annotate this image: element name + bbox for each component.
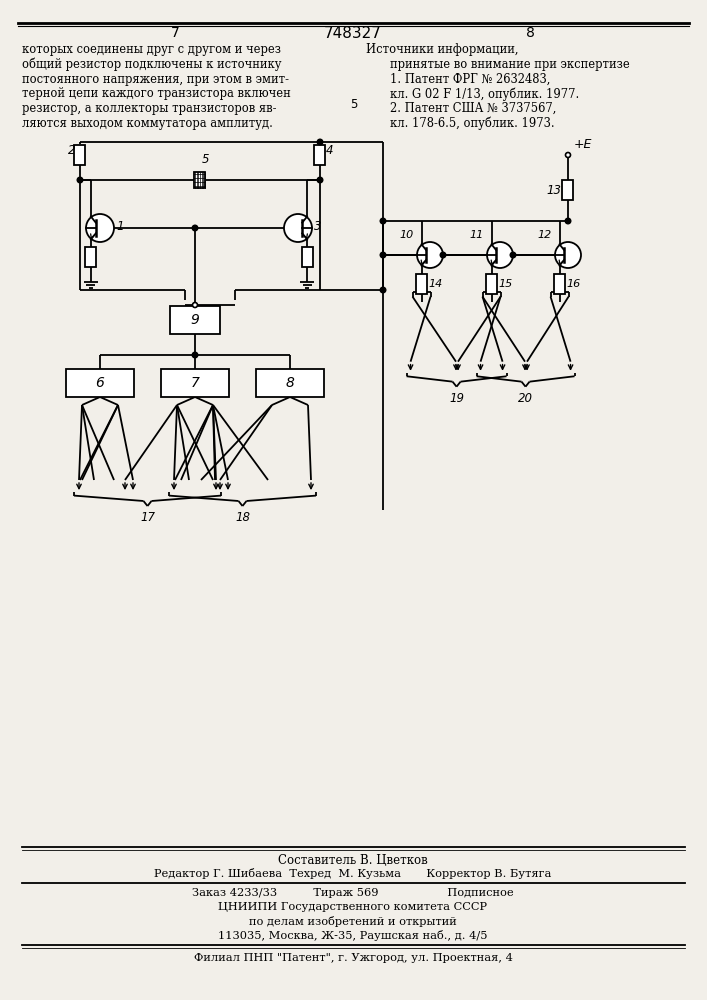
Text: 3: 3 — [314, 220, 322, 232]
Text: 16: 16 — [566, 279, 580, 289]
Text: 8: 8 — [286, 376, 294, 390]
Circle shape — [192, 302, 197, 308]
Text: Источники информации,: Источники информации, — [366, 43, 518, 56]
Text: 11: 11 — [469, 230, 484, 240]
Text: 5: 5 — [202, 153, 209, 166]
Text: 9: 9 — [191, 313, 199, 327]
Text: терной цепи каждого транзистора включен: терной цепи каждого транзистора включен — [22, 87, 291, 100]
Text: 2: 2 — [67, 144, 75, 157]
Text: 1: 1 — [116, 220, 124, 232]
Text: резистор, а коллекторы транзисторов яв-: резистор, а коллекторы транзисторов яв- — [22, 102, 276, 115]
Bar — [66, 369, 134, 397]
Bar — [554, 274, 565, 294]
Text: общий резистор подключены к источнику: общий резистор подключены к источнику — [22, 58, 281, 71]
Circle shape — [380, 287, 386, 293]
Text: 6: 6 — [95, 376, 105, 390]
Text: постоянного напряжения, при этом в эмит-: постоянного напряжения, при этом в эмит- — [22, 73, 289, 86]
Text: 15: 15 — [498, 279, 513, 289]
Circle shape — [192, 225, 198, 231]
Text: принятые во внимание при экспертизе: принятые во внимание при экспертизе — [390, 58, 630, 71]
Circle shape — [86, 214, 114, 242]
Text: 4: 4 — [326, 144, 334, 157]
Bar — [256, 369, 324, 397]
Text: 14: 14 — [428, 279, 443, 289]
Circle shape — [317, 139, 323, 145]
Text: 18: 18 — [235, 511, 250, 524]
Text: 13: 13 — [546, 184, 561, 196]
Text: по делам изобретений и открытий: по делам изобретений и открытий — [249, 916, 457, 927]
Text: 1. Патент ФРГ № 2632483,: 1. Патент ФРГ № 2632483, — [390, 73, 550, 86]
Text: кл. G 02 F 1/13, опублик. 1977.: кл. G 02 F 1/13, опублик. 1977. — [390, 87, 579, 101]
Text: 12: 12 — [538, 230, 552, 240]
Text: 5: 5 — [350, 98, 358, 110]
Bar — [563, 180, 573, 200]
Circle shape — [380, 218, 386, 224]
Circle shape — [284, 214, 312, 242]
Text: Составитель В. Цветков: Составитель В. Цветков — [278, 854, 428, 867]
Bar — [416, 274, 427, 294]
Text: 113035, Москва, Ж-35, Раушская наб., д. 4/5: 113035, Москва, Ж-35, Раушская наб., д. … — [218, 930, 488, 941]
Circle shape — [77, 177, 83, 183]
Circle shape — [510, 252, 516, 258]
Bar — [74, 145, 86, 165]
Bar — [486, 274, 497, 294]
Circle shape — [380, 252, 386, 258]
Circle shape — [192, 352, 198, 358]
Text: 17: 17 — [140, 511, 155, 524]
Circle shape — [440, 252, 446, 258]
Text: 19: 19 — [449, 392, 464, 405]
Text: Филиал ПНП "Патент", г. Ужгород, ул. Проектная, 4: Филиал ПНП "Патент", г. Ужгород, ул. Про… — [194, 953, 513, 963]
Circle shape — [317, 177, 323, 183]
Bar — [170, 306, 220, 334]
Circle shape — [566, 152, 571, 157]
Text: кл. 178-6.5, опублик. 1973.: кл. 178-6.5, опублик. 1973. — [390, 117, 554, 130]
Text: 8: 8 — [525, 26, 534, 40]
Text: Заказ 4233/33          Тираж 569                   Подписное: Заказ 4233/33 Тираж 569 Подписное — [192, 888, 514, 898]
Text: 2. Патент США № 3737567,: 2. Патент США № 3737567, — [390, 102, 556, 115]
Circle shape — [565, 218, 571, 224]
Text: +E: +E — [574, 138, 592, 151]
Circle shape — [417, 242, 443, 268]
Circle shape — [555, 242, 581, 268]
Text: которых соединены друг с другом и через: которых соединены друг с другом и через — [22, 43, 281, 56]
Text: Редактор Г. Шибаева  Техред  М. Кузьма       Корректор В. Бутяга: Редактор Г. Шибаева Техред М. Кузьма Кор… — [154, 868, 551, 879]
Bar — [302, 247, 312, 267]
Bar — [194, 172, 206, 188]
Text: 748327: 748327 — [324, 25, 382, 40]
Circle shape — [487, 242, 513, 268]
Text: 7: 7 — [191, 376, 199, 390]
Text: ЦНИИПИ Государственного комитета СССР: ЦНИИПИ Государственного комитета СССР — [218, 902, 488, 912]
Bar — [315, 145, 325, 165]
Text: ляются выходом коммутатора амплитуд.: ляются выходом коммутатора амплитуд. — [22, 117, 273, 130]
Text: 20: 20 — [518, 392, 533, 405]
Bar — [86, 247, 96, 267]
Text: 7: 7 — [170, 26, 180, 40]
Bar — [161, 369, 229, 397]
Text: 10: 10 — [399, 230, 414, 240]
